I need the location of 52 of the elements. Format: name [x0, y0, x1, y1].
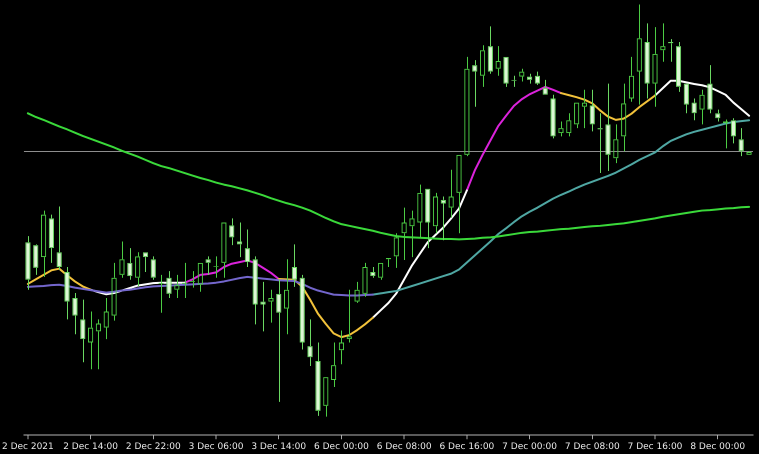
candlestick	[80, 299, 86, 363]
candlestick	[425, 188, 430, 249]
candlestick	[684, 84, 689, 114]
candlestick	[142, 252, 148, 272]
candlestick	[707, 64, 712, 114]
candlestick	[308, 318, 313, 366]
candlestick	[56, 206, 62, 270]
candlestick	[730, 118, 736, 144]
candlestick	[488, 26, 493, 74]
x-tick-label: 8 Dec 00:00	[690, 442, 746, 452]
candlestick	[472, 60, 478, 108]
candlestick	[300, 274, 305, 350]
x-tick-label: 6 Dec 16:00	[439, 442, 495, 452]
x-tick-label: 7 Dec 08:00	[564, 442, 620, 452]
candlestick	[715, 109, 720, 122]
candlestick	[605, 83, 611, 172]
candlestick	[72, 292, 78, 335]
candlestick	[244, 229, 250, 268]
candlestick	[48, 214, 54, 264]
candlestick	[527, 73, 532, 84]
x-tick-label: 7 Dec 16:00	[628, 442, 683, 452]
x-tick-label: 2 Dec 22:00	[126, 442, 181, 452]
candlestick	[33, 244, 38, 276]
candlestick	[166, 270, 172, 298]
x-tick-label: 2 Dec 2021	[2, 442, 54, 452]
candlestick	[236, 222, 242, 258]
candlestick	[676, 41, 682, 92]
candlestick	[370, 266, 376, 278]
candlestick	[127, 248, 132, 280]
x-tick-label: 3 Dec 06:00	[188, 442, 244, 452]
candlestick	[550, 94, 556, 139]
candlestick	[315, 342, 321, 416]
candlestick	[644, 22, 650, 99]
candlestick	[64, 266, 70, 320]
candlestick	[738, 128, 744, 157]
candlestick	[206, 256, 211, 276]
x-tick-label: 3 Dec 14:00	[251, 442, 306, 452]
x-tick-label: 2 Dec 14:00	[63, 442, 118, 452]
candlestick	[150, 256, 156, 280]
candlestick	[692, 98, 697, 121]
x-tick-label: 6 Dec 00:00	[314, 442, 370, 452]
candlestick	[252, 256, 258, 325]
candlestick	[590, 89, 595, 132]
x-tick-label: 7 Dec 00:00	[502, 442, 558, 452]
candlestick	[260, 281, 266, 332]
candlestick	[503, 56, 509, 88]
candlestick	[229, 218, 234, 246]
candlestick	[25, 236, 30, 290]
candlestick	[542, 79, 548, 95]
candlestick	[276, 279, 282, 402]
candlestick	[292, 244, 297, 288]
x-tick-label: 6 Dec 08:00	[376, 442, 432, 452]
